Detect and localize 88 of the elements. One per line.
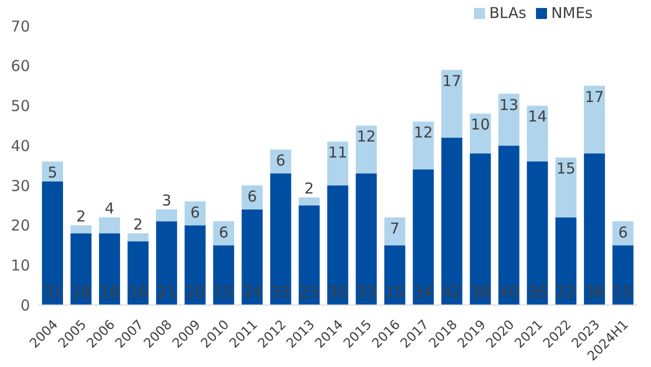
y-tick-label: 10 — [10, 256, 30, 274]
bar — [128, 233, 149, 242]
data-label: 33 — [356, 283, 376, 301]
bar — [99, 233, 120, 305]
data-label: 14 — [528, 108, 547, 126]
data-label: 10 — [470, 116, 490, 134]
data-label: 12 — [356, 128, 376, 146]
bar — [327, 142, 348, 186]
data-label: 6 — [247, 187, 257, 206]
bar — [384, 245, 406, 305]
bar — [470, 114, 491, 154]
bar — [526, 162, 548, 305]
data-label: 40 — [499, 283, 518, 301]
data-label: 15 — [214, 283, 234, 301]
bar — [441, 138, 462, 305]
data-label: 11 — [328, 144, 348, 162]
y-tick-label: 20 — [10, 216, 30, 235]
bar — [384, 217, 406, 246]
data-label: 4 — [104, 199, 114, 218]
data-label: 18 — [100, 283, 120, 301]
bar — [270, 173, 292, 305]
bar — [213, 245, 234, 305]
bar — [128, 241, 149, 305]
data-label: 3 — [162, 191, 172, 210]
data-label: 33 — [271, 283, 290, 301]
data-label: 2 — [133, 215, 143, 234]
data-label: 17 — [442, 72, 462, 90]
bar — [412, 169, 434, 305]
data-label: 12 — [414, 124, 433, 142]
y-tick-label: 70 — [10, 17, 30, 36]
data-label: 24 — [242, 283, 262, 301]
data-label: 13 — [499, 96, 518, 114]
data-label: 38 — [470, 283, 490, 301]
bar — [156, 209, 178, 222]
data-label: 7 — [390, 219, 400, 238]
data-label: 17 — [584, 88, 604, 106]
bar — [356, 126, 377, 174]
bar — [184, 225, 206, 305]
bar — [298, 205, 320, 305]
bar — [498, 146, 520, 305]
y-tick-label: 50 — [10, 97, 30, 116]
bar — [70, 233, 92, 305]
bar — [298, 197, 320, 206]
bar — [70, 225, 92, 234]
data-label: 5 — [48, 164, 58, 182]
y-tick-label: 40 — [10, 136, 30, 155]
data-label: 36 — [528, 283, 547, 301]
data-label: 31 — [42, 283, 62, 301]
data-label: 6 — [218, 223, 228, 242]
data-label: 2 — [76, 207, 86, 226]
bar — [242, 209, 263, 305]
bar — [441, 70, 462, 138]
bar — [584, 154, 605, 305]
data-label: 15 — [385, 283, 404, 301]
bar — [156, 221, 178, 305]
bar — [498, 94, 520, 146]
y-tick-label: 60 — [10, 57, 30, 76]
data-label: 30 — [328, 283, 348, 301]
legend-label: BLAs — [489, 4, 526, 22]
data-label: 15 — [556, 160, 576, 178]
bar — [555, 217, 576, 305]
data-label: 38 — [584, 283, 604, 301]
bar — [612, 245, 634, 305]
bar — [526, 106, 548, 162]
bar — [327, 185, 348, 305]
bar — [584, 86, 605, 154]
data-label: 34 — [414, 283, 433, 301]
bar — [412, 122, 434, 170]
data-label: 22 — [556, 283, 576, 301]
data-label: 15 — [613, 283, 633, 301]
bar — [356, 173, 377, 305]
bar — [99, 217, 120, 234]
data-label: 6 — [618, 223, 628, 242]
y-tick-label: 30 — [10, 176, 30, 195]
data-label: 21 — [157, 283, 176, 301]
bar — [470, 154, 491, 305]
legend-label: NMEs — [551, 4, 593, 22]
bar — [42, 181, 63, 305]
bar — [555, 158, 576, 218]
y-tick-label: 0 — [20, 296, 30, 314]
data-label: 25 — [300, 283, 319, 301]
data-label: 6 — [190, 203, 200, 222]
data-label: 16 — [128, 283, 148, 301]
data-label: 42 — [442, 283, 462, 301]
data-label: 2 — [304, 179, 314, 198]
data-label: 18 — [71, 283, 91, 301]
data-label: 20 — [186, 283, 205, 301]
data-label: 6 — [276, 152, 286, 170]
